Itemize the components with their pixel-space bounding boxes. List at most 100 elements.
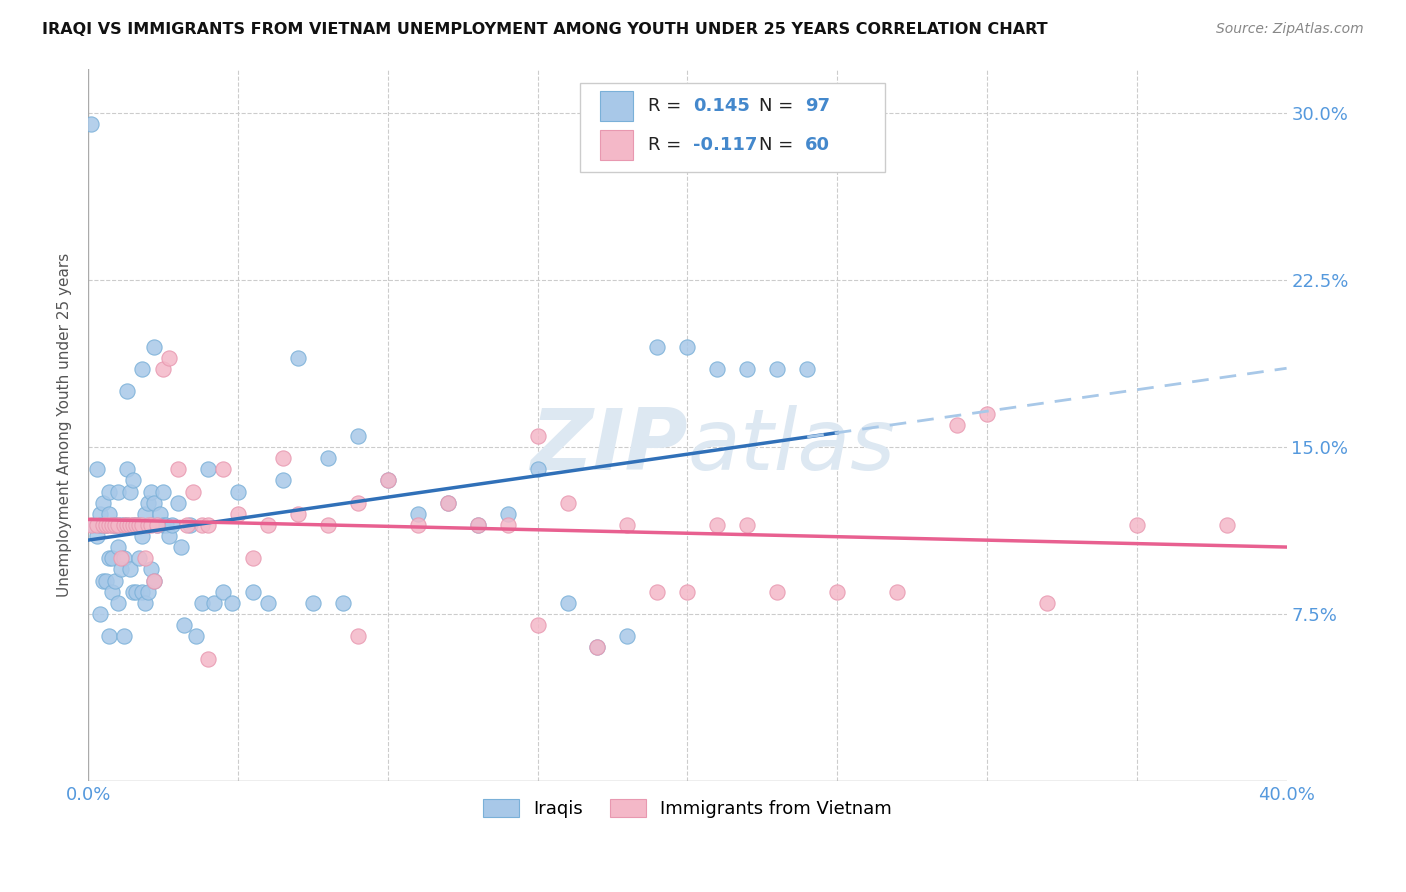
Point bbox=[115, 518, 138, 533]
Point bbox=[242, 551, 264, 566]
Point bbox=[110, 551, 132, 566]
Point bbox=[436, 496, 458, 510]
Point bbox=[112, 629, 135, 643]
Point bbox=[1126, 518, 1149, 533]
Point bbox=[170, 540, 193, 554]
Text: 97: 97 bbox=[804, 97, 830, 115]
Point bbox=[377, 474, 399, 488]
Point bbox=[526, 462, 548, 476]
Point bbox=[976, 407, 998, 421]
Point bbox=[125, 518, 148, 533]
Point bbox=[167, 496, 190, 510]
Point bbox=[152, 518, 174, 533]
Point bbox=[86, 462, 108, 476]
Point bbox=[191, 518, 214, 533]
Y-axis label: Unemployment Among Youth under 25 years: Unemployment Among Youth under 25 years bbox=[58, 252, 72, 597]
Point bbox=[134, 551, 156, 566]
Point bbox=[101, 584, 124, 599]
Point bbox=[112, 551, 135, 566]
Text: atlas: atlas bbox=[688, 405, 896, 488]
Bar bbox=[600, 91, 634, 121]
Point bbox=[112, 518, 135, 533]
Point bbox=[1036, 596, 1059, 610]
Text: -0.117: -0.117 bbox=[693, 136, 758, 153]
Point bbox=[120, 518, 142, 533]
Point bbox=[467, 518, 489, 533]
Point bbox=[104, 518, 127, 533]
Point bbox=[257, 596, 280, 610]
Point bbox=[98, 484, 121, 499]
Point bbox=[91, 496, 114, 510]
Point bbox=[197, 518, 219, 533]
Point bbox=[191, 596, 214, 610]
Point bbox=[143, 340, 166, 354]
Point bbox=[107, 518, 129, 533]
Point bbox=[94, 574, 117, 588]
Point bbox=[212, 462, 235, 476]
Point bbox=[131, 584, 153, 599]
Point bbox=[946, 417, 969, 432]
Point bbox=[526, 618, 548, 632]
Point bbox=[101, 551, 124, 566]
Point bbox=[101, 518, 124, 533]
Point bbox=[125, 518, 148, 533]
Point bbox=[557, 596, 579, 610]
Point bbox=[112, 518, 135, 533]
Point bbox=[80, 518, 103, 533]
Point bbox=[346, 629, 368, 643]
Point bbox=[316, 518, 339, 533]
Point bbox=[221, 596, 243, 610]
Point bbox=[316, 451, 339, 466]
Point bbox=[107, 596, 129, 610]
Point bbox=[91, 574, 114, 588]
Point bbox=[128, 518, 150, 533]
Point bbox=[98, 518, 121, 533]
Point bbox=[122, 518, 145, 533]
Point bbox=[110, 518, 132, 533]
Point bbox=[706, 362, 728, 376]
Point bbox=[766, 584, 789, 599]
Point bbox=[616, 629, 638, 643]
Point bbox=[146, 518, 169, 533]
Point bbox=[107, 540, 129, 554]
Point bbox=[104, 574, 127, 588]
Point bbox=[825, 584, 848, 599]
Point bbox=[136, 496, 159, 510]
Point bbox=[94, 518, 117, 533]
Text: 0.145: 0.145 bbox=[693, 97, 751, 115]
Text: ZIP: ZIP bbox=[530, 405, 688, 488]
Point bbox=[467, 518, 489, 533]
Point bbox=[157, 351, 180, 365]
Point bbox=[173, 618, 195, 632]
Text: R =: R = bbox=[648, 136, 686, 153]
Point bbox=[89, 518, 111, 533]
Point bbox=[146, 518, 169, 533]
Point bbox=[128, 518, 150, 533]
Point bbox=[212, 584, 235, 599]
Point bbox=[122, 518, 145, 533]
Point bbox=[616, 518, 638, 533]
Point bbox=[226, 484, 249, 499]
Text: IRAQI VS IMMIGRANTS FROM VIETNAM UNEMPLOYMENT AMONG YOUTH UNDER 25 YEARS CORRELA: IRAQI VS IMMIGRANTS FROM VIETNAM UNEMPLO… bbox=[42, 22, 1047, 37]
Point bbox=[706, 518, 728, 533]
Point bbox=[139, 562, 162, 576]
Point bbox=[107, 518, 129, 533]
Point bbox=[737, 362, 759, 376]
Point bbox=[346, 496, 368, 510]
Point bbox=[98, 507, 121, 521]
Point bbox=[181, 484, 204, 499]
Point bbox=[406, 518, 429, 533]
Point bbox=[557, 496, 579, 510]
Point bbox=[271, 474, 294, 488]
Point bbox=[766, 362, 789, 376]
Point bbox=[131, 362, 153, 376]
Point bbox=[406, 507, 429, 521]
Point bbox=[346, 429, 368, 443]
Point bbox=[122, 584, 145, 599]
Point bbox=[152, 362, 174, 376]
Point bbox=[98, 629, 121, 643]
Point bbox=[149, 507, 172, 521]
Point bbox=[526, 429, 548, 443]
Point bbox=[586, 640, 609, 655]
Point bbox=[377, 474, 399, 488]
